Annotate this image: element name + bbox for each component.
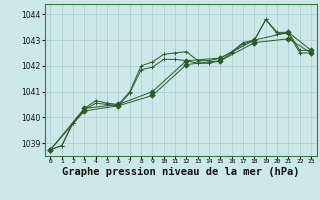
X-axis label: Graphe pression niveau de la mer (hPa): Graphe pression niveau de la mer (hPa) — [62, 167, 300, 177]
